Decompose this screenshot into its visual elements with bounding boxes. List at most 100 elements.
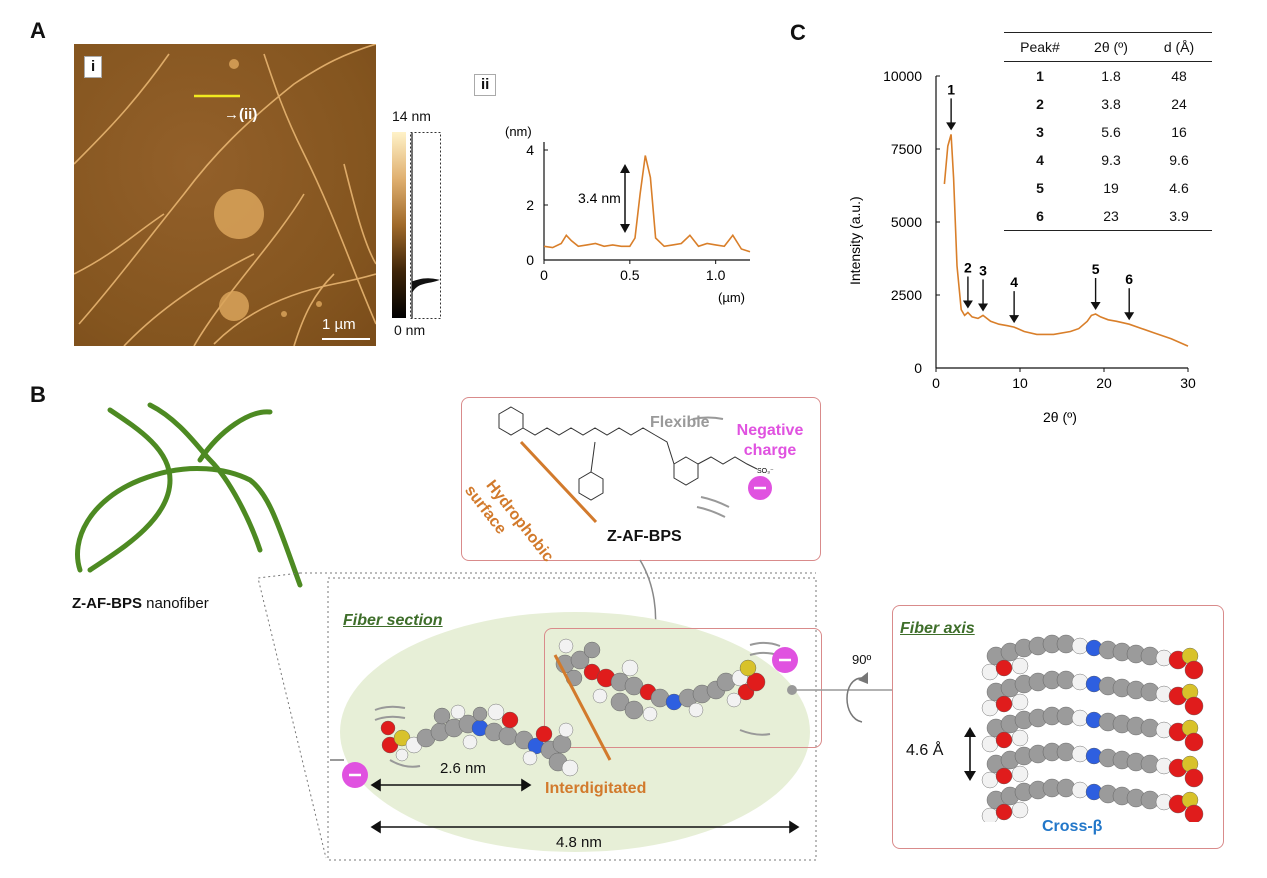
atom (487, 703, 505, 721)
atom (558, 638, 574, 654)
dimension-long: 4.8 nm (556, 834, 602, 851)
peak-table: Peak# 2θ (º) d (Å) 1 1.8 48 2 3.8 24 3 5.6 16 4 9.… (1004, 32, 1212, 231)
peak-arrowhead (978, 303, 989, 312)
atom (1184, 732, 1204, 752)
atom (726, 692, 742, 708)
profile-ticks: 0 2 4 0 0.5 1.0 (526, 142, 725, 283)
xrd-x-tick-label: 0 (932, 375, 940, 391)
cell-d-spacing: 9.6 (1169, 152, 1189, 168)
cell-two-theta: 9.3 (1101, 152, 1121, 168)
xrd-xlabel: 2θ (º) (1043, 409, 1077, 425)
space-filling-model-axis (981, 634, 1204, 822)
atom (583, 641, 601, 659)
profile-annotation-arrow (620, 164, 630, 233)
colorbar-max-label: 14 nm (392, 108, 431, 124)
atom (995, 767, 1013, 785)
tag-ii: ii (474, 74, 497, 96)
table-row: 3 5.6 16 (1004, 118, 1212, 146)
cell-two-theta: 3.8 (1101, 96, 1121, 112)
nanofiber-suffix: nanofiber (142, 595, 209, 612)
atom (739, 659, 757, 677)
atom (462, 734, 478, 750)
atom (561, 759, 579, 777)
profile-x-tick-label: 1.0 (706, 267, 726, 283)
atom (995, 803, 1013, 821)
profile-trace (543, 155, 751, 253)
atom (981, 771, 999, 789)
atom (746, 672, 766, 692)
fiber-axis-label: Fiber axis (900, 620, 975, 637)
atom (380, 720, 396, 736)
space-filling-model-section (330, 638, 800, 834)
xrd-x-tick-label: 30 (1180, 375, 1196, 391)
table-row: 1 1.8 48 (1004, 62, 1212, 90)
xrd-y-tick-label: 7500 (891, 141, 922, 157)
atom (981, 735, 999, 753)
profile-y-unit: (nm) (505, 124, 532, 139)
atom (1184, 768, 1204, 788)
nanofiber-caption: Z-AF-BPS nanofiber (72, 595, 209, 612)
peak-arrowhead (1124, 312, 1135, 321)
atom (981, 807, 999, 822)
header-d-spacing: d (Å) (1163, 39, 1195, 55)
atom (995, 731, 1013, 749)
table-row: 2 3.8 24 (1004, 90, 1212, 118)
profile-x-tick-label: 0.5 (620, 267, 640, 283)
atom (552, 734, 572, 754)
cell-d-spacing: 48 (1171, 68, 1187, 84)
xrd-ticks: 0 2500 5000 7500 10000 0 10 20 30 (883, 68, 1196, 391)
section-atoms (380, 638, 766, 777)
profile-y-tick-label: 4 (526, 142, 534, 158)
atom (1071, 745, 1089, 763)
atom (1184, 696, 1204, 716)
cell-d-spacing: 16 (1171, 124, 1187, 140)
negative-charge-line-2: charge (743, 442, 797, 459)
xrd-ylabel: Intensity (a.u.) (847, 196, 863, 285)
peak-arrowhead (1009, 315, 1020, 324)
peak-arrowhead (946, 122, 957, 131)
atom (1011, 657, 1029, 675)
profile-x-unit: (µm) (718, 290, 745, 305)
atom (535, 725, 553, 743)
atom (995, 659, 1013, 677)
atom (1184, 660, 1204, 680)
fiber-section-ellipse (340, 612, 810, 852)
height-histogram (410, 132, 441, 319)
atom (621, 659, 639, 677)
panel-letter-c: C (790, 20, 806, 45)
peak-label: 2 (964, 260, 972, 276)
xrd-y-tick-label: 0 (914, 360, 922, 376)
cell-d-spacing: 24 (1171, 96, 1187, 112)
stack-spacing-label: 4.6 Å (906, 742, 944, 759)
cell-peak: 5 (1036, 180, 1044, 196)
atom (995, 695, 1013, 713)
atom (592, 688, 608, 704)
molecule-highlight-box (544, 628, 822, 748)
profile-x-tick-label: 0 (540, 267, 548, 283)
peak-arrowhead (1090, 301, 1101, 310)
cell-peak: 6 (1036, 208, 1044, 224)
xrd-x-tick-label: 20 (1096, 375, 1112, 391)
colorbar (392, 132, 406, 318)
atom (688, 702, 704, 718)
table-row: 4 9.3 9.6 (1004, 146, 1212, 174)
cell-two-theta: 23 (1103, 208, 1119, 224)
afm-arrow-label: →(ii) (224, 106, 258, 123)
fiber-section-label: Fiber section (343, 612, 443, 629)
cell-d-spacing: 3.9 (1169, 208, 1189, 224)
cell-peak: 4 (1036, 152, 1044, 168)
cross-beta-label: Cross-β (1042, 818, 1103, 835)
header-peak: Peak# (1020, 39, 1060, 55)
atom (1184, 804, 1204, 822)
colorbar-min-label: 0 nm (394, 322, 426, 338)
peak-arrowhead (962, 300, 973, 309)
peak-table-header: Peak# 2θ (º) d (Å) (1004, 33, 1212, 62)
atom (433, 707, 451, 725)
flexible-label: Flexible (650, 414, 710, 431)
atom (501, 711, 519, 729)
molecule-name: Z-AF-BPS (607, 528, 682, 545)
atom (522, 750, 538, 766)
peak-table-body: 1 1.8 48 2 3.8 24 3 5.6 16 4 9.3 9.6 5 19 4.6 6 23 3.9 (1004, 62, 1212, 230)
